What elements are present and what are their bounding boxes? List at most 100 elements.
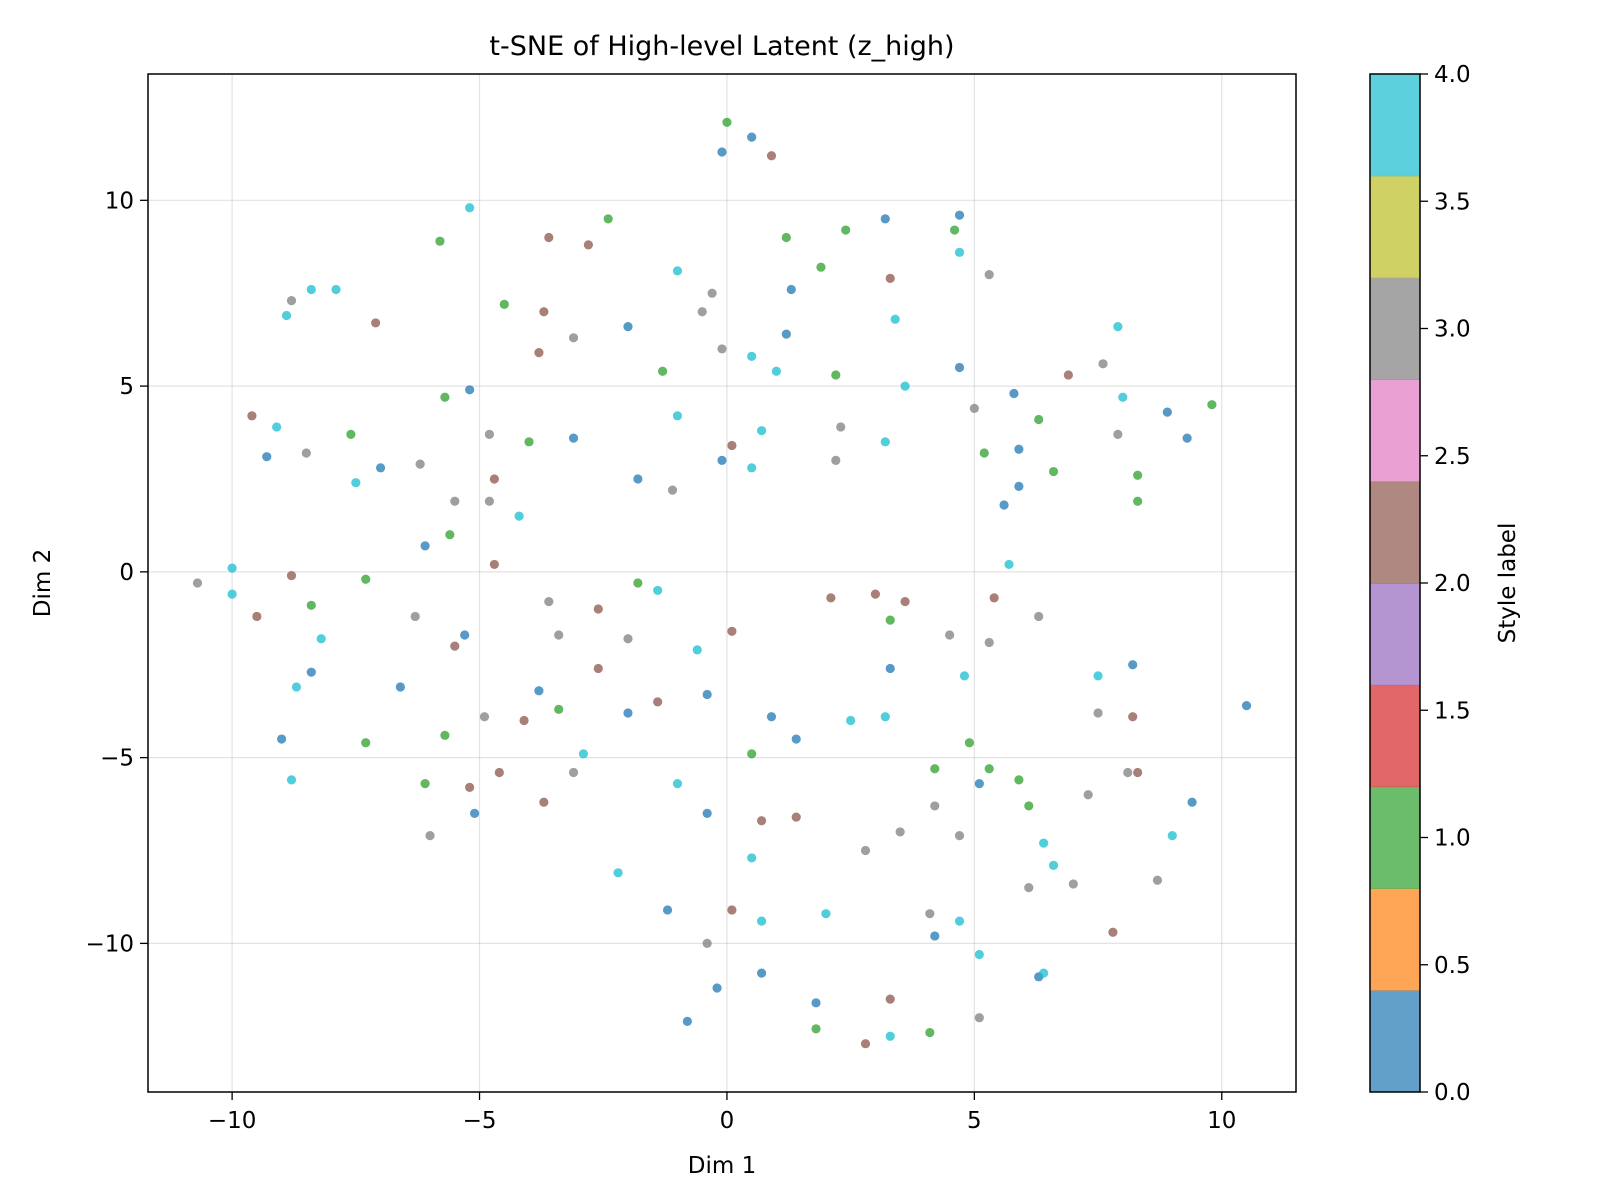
scatter-point	[286, 775, 297, 785]
x-tick-label: 10	[1207, 1108, 1236, 1134]
scatter-point	[791, 812, 801, 822]
scatter-point	[653, 697, 663, 707]
scatter-point	[623, 708, 633, 718]
scatter-point	[811, 1024, 821, 1034]
scatter-point	[930, 931, 940, 941]
x-tick-label: 0	[720, 1108, 735, 1134]
scatter-point	[252, 611, 262, 622]
colorbar-tick-label: 0.5	[1434, 953, 1471, 979]
scatter-point	[846, 715, 856, 726]
scatter-point	[984, 270, 994, 280]
scatter-point	[1048, 860, 1059, 870]
scatter-point	[465, 782, 475, 792]
scatter-point	[826, 593, 836, 603]
scatter-point	[415, 459, 425, 469]
scatter-point	[717, 147, 727, 157]
y-tick-label: −5	[100, 746, 134, 772]
scatter-point	[954, 362, 965, 373]
scatter-point	[880, 712, 890, 722]
colorbar-ticks: 0.0 0.5 1.0 1.5 2.0 2.5 3.0 3.5 4.0	[1420, 62, 1471, 1106]
scatter-point	[989, 593, 999, 603]
scatter-point	[1063, 370, 1073, 380]
scatter-point	[544, 596, 554, 607]
scatter-point	[262, 452, 272, 462]
scatter-point	[489, 559, 499, 570]
scatter-point	[291, 682, 302, 692]
scatter-point	[361, 574, 371, 584]
scatter-point	[445, 530, 455, 540]
scatter-point	[603, 214, 613, 224]
scatter-point	[841, 225, 851, 235]
y-tick-label: 5	[119, 374, 134, 400]
scatter-point	[1241, 701, 1252, 711]
scatter-point	[717, 344, 727, 354]
scatter-point	[672, 779, 683, 789]
scatter-point	[440, 730, 450, 740]
scatter-point	[306, 600, 316, 610]
scatter-point	[593, 604, 603, 614]
scatter-point	[539, 307, 549, 317]
scatter-point	[984, 637, 994, 648]
scatter-point	[747, 853, 757, 863]
scatter-point	[450, 641, 460, 651]
scatter-point	[1068, 879, 1078, 889]
y-tick-label: −10	[85, 931, 134, 957]
scatter-point	[371, 318, 381, 328]
scatter-point	[465, 203, 475, 213]
scatter-point	[722, 117, 732, 127]
scatter-point	[885, 994, 895, 1004]
scatter-point	[880, 214, 890, 224]
scatter-point	[954, 210, 965, 220]
scatter-point	[524, 437, 534, 447]
scatter-point	[747, 749, 757, 759]
scatter-point	[484, 496, 495, 506]
colorbar-tick-label: 2.5	[1434, 444, 1471, 470]
scatter-point	[747, 351, 757, 361]
scatter-point	[1024, 883, 1034, 893]
scatter-point	[984, 764, 994, 774]
scatter-point	[974, 1013, 984, 1023]
scatter-point	[860, 1039, 871, 1049]
scatter-point	[1133, 470, 1143, 480]
scatter-point	[351, 478, 361, 488]
scatter-point	[227, 589, 237, 599]
scatter-point	[286, 296, 297, 306]
scatter-point	[1162, 407, 1172, 417]
scatter-point	[568, 433, 579, 443]
scatter-point	[766, 151, 777, 161]
scatter-point	[999, 500, 1009, 510]
scatter-point	[974, 779, 984, 789]
scatter-point	[568, 333, 579, 343]
colorbar-tick-label: 1.5	[1434, 698, 1471, 724]
scatter-point	[301, 448, 311, 458]
scatter-point	[890, 314, 900, 324]
x-axis-ticks: −10 −5 0 5 10	[208, 1092, 1236, 1134]
scatter-point	[623, 634, 633, 644]
scatter-point	[1133, 496, 1143, 506]
scatter-point	[756, 968, 767, 978]
scatter-point	[954, 247, 965, 257]
scatter-point	[469, 808, 480, 818]
scatter-point	[658, 366, 668, 376]
colorbar-label: Style label	[1495, 523, 1521, 644]
scatter-point	[1152, 875, 1163, 885]
scatter-point	[1098, 359, 1108, 369]
scatter-point	[885, 615, 895, 625]
scatter-point	[306, 284, 316, 295]
scatter-point	[281, 310, 292, 321]
scatter-point	[227, 563, 237, 573]
colorbar-tick-label: 0.0	[1434, 1080, 1471, 1106]
colorbar-tick-label: 4.0	[1434, 62, 1471, 88]
scatter-point	[900, 381, 910, 391]
scatter-point	[539, 797, 549, 807]
scatter-point	[831, 370, 841, 380]
scatter-point	[1182, 433, 1192, 443]
colorbar-tick-label: 1.0	[1434, 826, 1471, 852]
scatter-point	[821, 909, 831, 919]
scatter-point	[247, 411, 257, 421]
x-tick-label: 5	[967, 1108, 982, 1134]
scatter-point	[766, 712, 777, 722]
scatter-point	[1039, 968, 1049, 978]
scatter-point	[1014, 481, 1024, 492]
